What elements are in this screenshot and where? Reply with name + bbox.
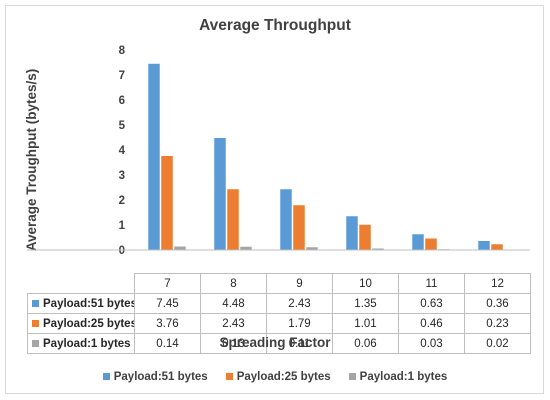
- series-swatch: [32, 319, 39, 327]
- data-label: 1.79: [266, 313, 333, 334]
- bar: [372, 248, 384, 250]
- x-tick-label: 7: [134, 273, 201, 294]
- bar: [174, 246, 186, 250]
- y-tick-label: 4: [119, 145, 126, 157]
- table-corner: [27, 273, 135, 294]
- y-axis-title: Average Troughput (bytes/s): [24, 69, 39, 252]
- y-tick-label: 0: [119, 245, 125, 257]
- data-label: 7.45: [134, 293, 201, 314]
- data-label: 4.48: [200, 293, 267, 314]
- series-name: Payload:51 bytes: [43, 297, 135, 310]
- x-tick-label: 12: [464, 273, 531, 294]
- series-label: Payload:1 bytes: [27, 333, 135, 354]
- y-tick-label: 8: [119, 45, 126, 57]
- data-label: 0.23: [464, 313, 531, 334]
- bar: [214, 138, 226, 250]
- legend-item: Payload:51 bytes: [102, 371, 208, 383]
- bar: [227, 189, 239, 250]
- data-label: 0.46: [398, 313, 465, 334]
- data-label: 0.02: [464, 333, 531, 354]
- legend-label: Payload:25 bytes: [236, 371, 331, 383]
- x-tick-label: 11: [398, 273, 465, 294]
- data-label: 2.43: [266, 293, 333, 314]
- y-tick-label: 6: [119, 95, 125, 107]
- bar: [412, 234, 424, 250]
- legend-swatch: [225, 373, 233, 381]
- y-tick-label: 5: [119, 120, 126, 132]
- x-tick-label: 10: [332, 273, 399, 294]
- data-label: 1.35: [332, 293, 399, 314]
- x-tick-label: 8: [200, 273, 267, 294]
- bar: [148, 63, 160, 250]
- data-label: 1.01: [332, 313, 399, 334]
- bar: [280, 189, 292, 250]
- bar: [240, 246, 252, 250]
- table-row: Payload:25 bytes 3.76 2.43 1.79 1.01 0.46 0.23: [27, 313, 531, 334]
- x-tick-label: 9: [266, 273, 333, 294]
- series-label: Payload:51 bytes: [27, 293, 135, 314]
- legend-item: Payload:1 bytes: [348, 371, 448, 383]
- y-tick-label: 7: [119, 70, 125, 82]
- bar: [478, 241, 490, 250]
- chart-title: Average Throughput: [199, 17, 351, 34]
- bar: [161, 156, 173, 250]
- legend-item: Payload:25 bytes: [225, 371, 331, 383]
- bar: [306, 247, 318, 250]
- data-label: 0.63: [398, 293, 465, 314]
- data-label: 0.36: [464, 293, 531, 314]
- series-swatch: [32, 339, 39, 347]
- x-axis-title: Spreading Factor: [219, 335, 331, 350]
- legend-swatch: [102, 373, 110, 381]
- data-label: 0.13: [200, 333, 267, 354]
- legend-swatch: [348, 373, 356, 381]
- series-label: Payload:25 bytes: [27, 313, 135, 334]
- y-tick-label: 1: [119, 220, 126, 232]
- data-label: 3.76: [134, 313, 201, 334]
- series-name: Payload:25 bytes: [43, 317, 135, 330]
- data-label: 2.43: [200, 313, 267, 334]
- bar: [359, 224, 371, 250]
- y-tick-label: 2: [119, 195, 125, 207]
- chart-data-table: 7 8 9 10 11 12 Payload:51 bytes 7.45 4.48 2.43 1.3…: [27, 273, 531, 354]
- legend-label: Payload:1 bytes: [359, 371, 448, 383]
- bar: [425, 238, 437, 250]
- data-label: 0.14: [134, 333, 201, 354]
- bar: [346, 216, 358, 250]
- bar: [293, 205, 305, 250]
- series-swatch: [32, 299, 39, 307]
- bar: [491, 244, 503, 250]
- data-label: 0.06: [332, 333, 399, 354]
- y-tick-label: 3: [119, 170, 125, 182]
- legend-label: Payload:51 bytes: [113, 371, 208, 383]
- chart-legend: Payload:51 bytes Payload:25 bytes Payload:…: [0, 371, 550, 383]
- table-row: Payload:51 bytes 7.45 4.48 2.43 1.35 0.63 0.36: [27, 293, 531, 314]
- table-header-row: 7 8 9 10 11 12: [27, 273, 531, 294]
- series-name: Payload:1 bytes: [43, 337, 131, 350]
- table-row: Payload:1 bytes 0.14 0.13 0.11 0.06 0.03 0.02: [27, 333, 531, 354]
